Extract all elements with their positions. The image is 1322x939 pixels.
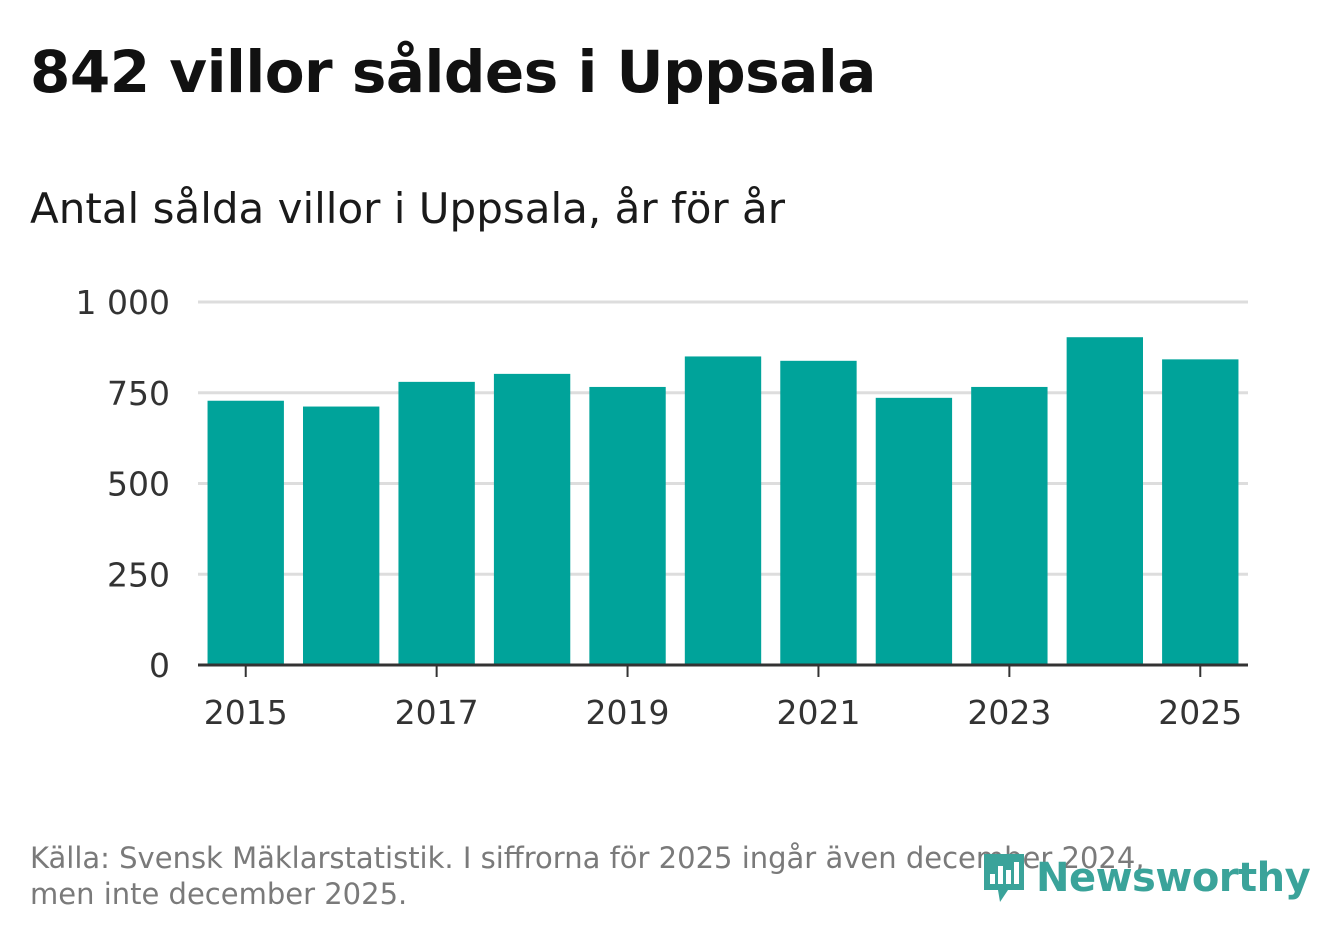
y-tick-label: 250: [107, 555, 170, 594]
x-tick-label: 2025: [1158, 693, 1242, 732]
bar-2020: [684, 356, 762, 665]
y-tick-label: 500: [107, 465, 170, 504]
bar-2016: [303, 406, 380, 665]
bar-2015: [207, 400, 284, 665]
bar-chart: 0 250 500 750 1 000 2015 2017 2019 2021 2023 2025: [76, 283, 1248, 732]
newsworthy-logo: Newsworthy: [980, 850, 1311, 906]
y-tick-label: 750: [107, 374, 170, 413]
newsworthy-icon: [984, 854, 1024, 902]
x-tick-label: 2017: [395, 693, 479, 732]
bar-2025: [1162, 359, 1239, 665]
x-tick-label: 2023: [967, 693, 1051, 732]
bar-2022: [875, 397, 953, 665]
bar-2021: [780, 360, 857, 665]
x-tick-label: 2015: [204, 693, 288, 732]
bar-2017: [398, 381, 475, 665]
x-tick-label: 2021: [776, 693, 860, 732]
brand-name: Newsworthy: [1036, 855, 1311, 901]
bars: [207, 337, 1239, 665]
tick-labels: 0 250 500 750 1 000 2015 2017 2019 2021 2023 2025: [76, 283, 1243, 732]
y-tick-label: 0: [149, 646, 170, 685]
x-tick-label: 2019: [586, 693, 670, 732]
bar-2024: [1066, 337, 1143, 665]
bar-2018: [493, 373, 571, 665]
bar-2023: [971, 386, 1048, 665]
chart-title: 842 villor såldes i Uppsala: [30, 38, 876, 106]
source-note: Källa: Svensk Mäklarstatistik. I siffror…: [30, 840, 1230, 912]
source-line-1: Källa: Svensk Mäklarstatistik. I siffror…: [30, 841, 1145, 875]
axes: [198, 663, 1248, 677]
source-line-2: men inte december 2025.: [30, 877, 408, 911]
chart-subtitle: Antal sålda villor i Uppsala, år för år: [30, 184, 786, 233]
y-tick-label: 1 000: [76, 283, 170, 322]
bar-2019: [589, 386, 666, 665]
